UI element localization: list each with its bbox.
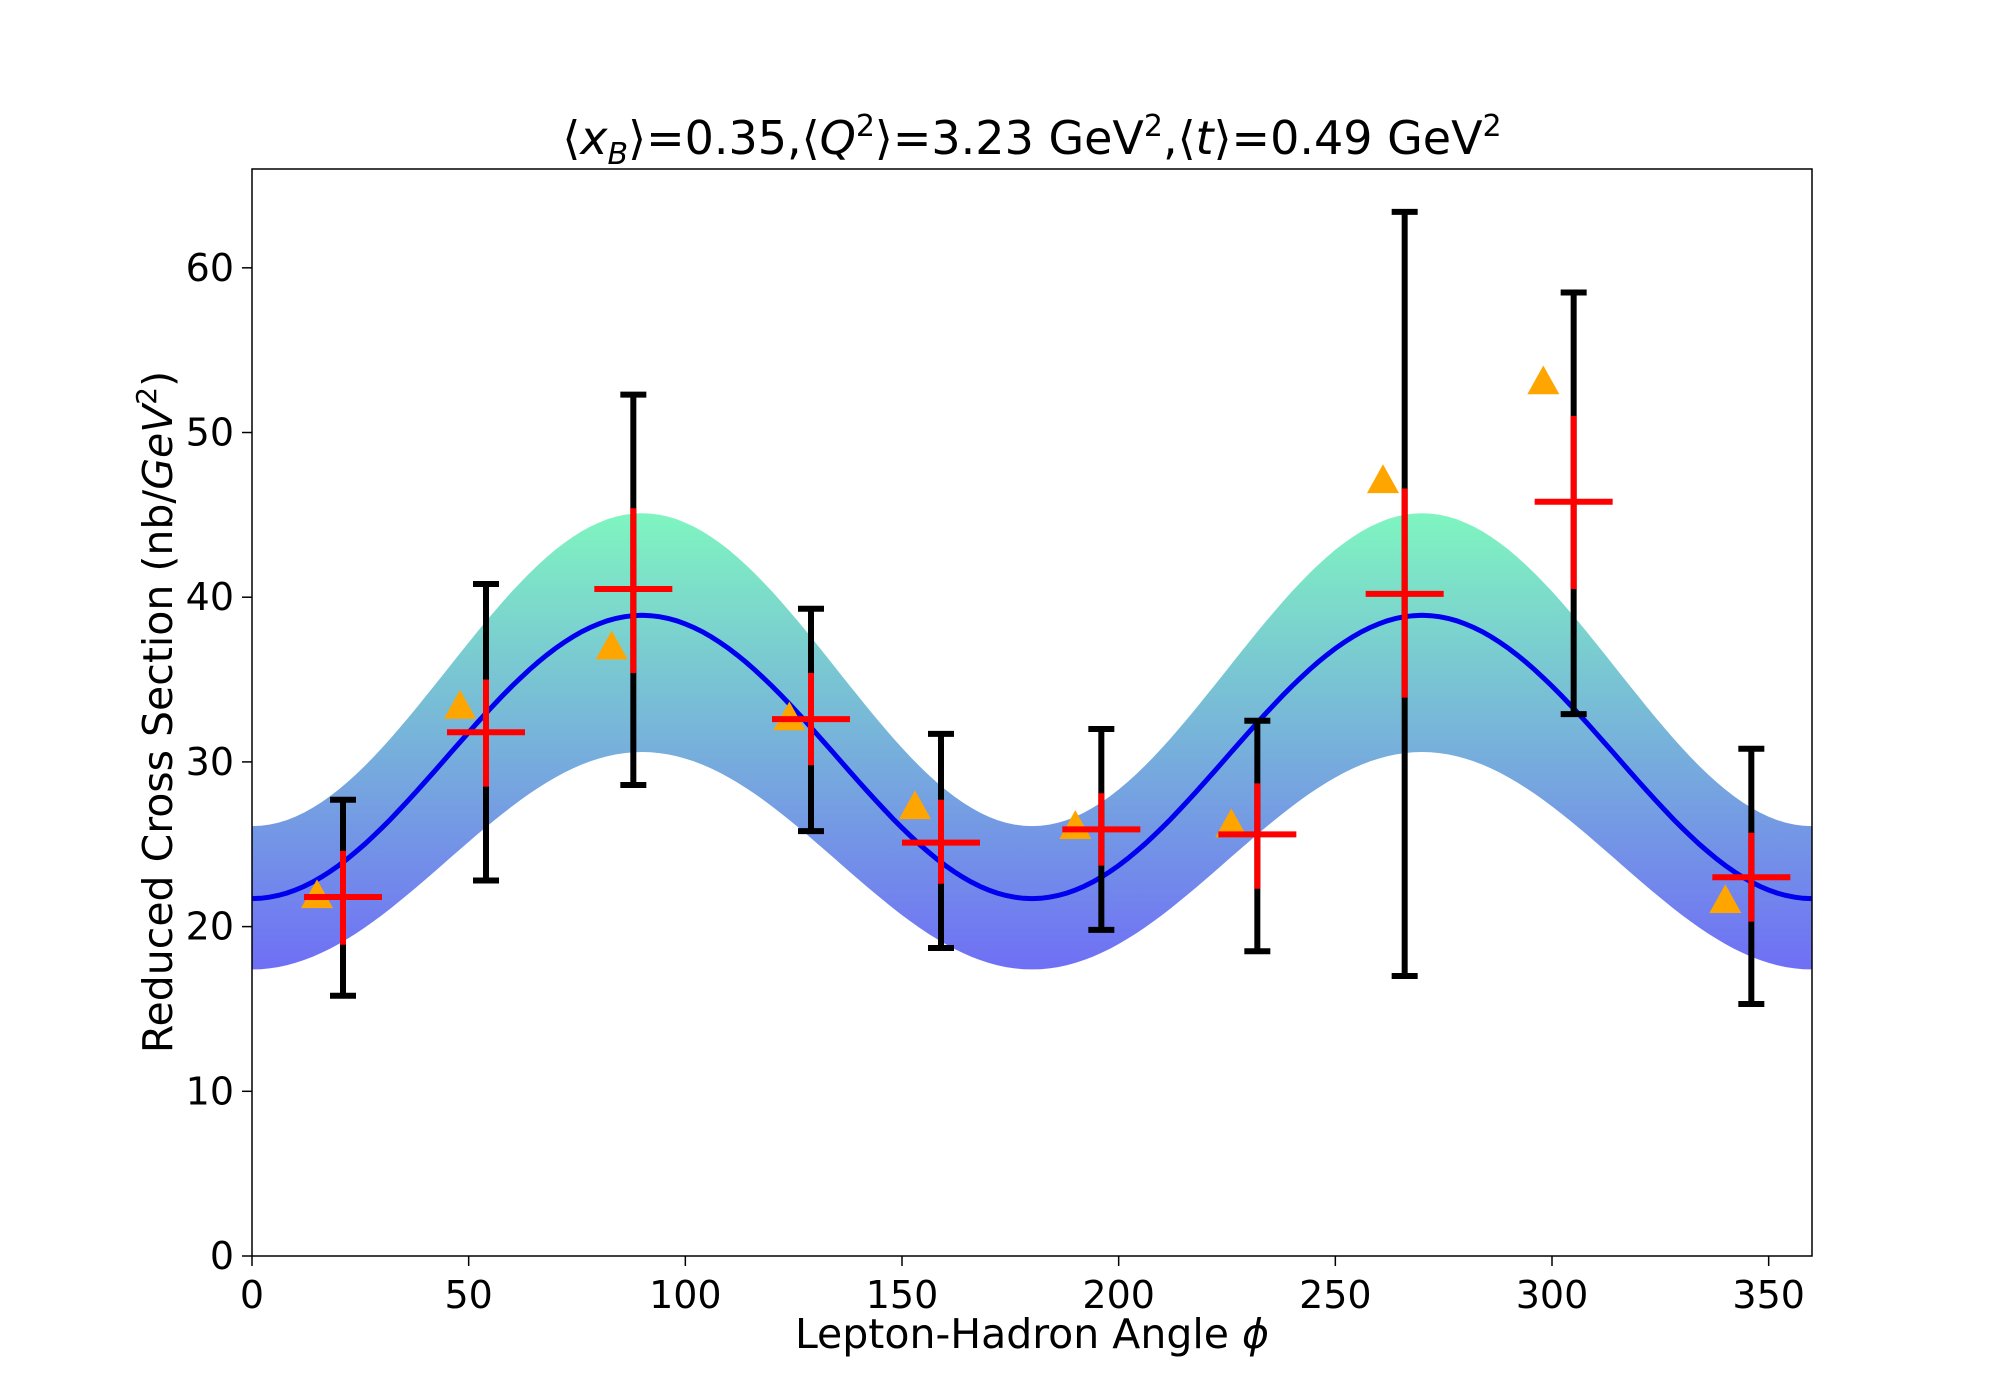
triangle-point [773,701,806,731]
triangle-point [301,879,333,909]
triangle-point [595,630,628,660]
x-tick-label: 150 [866,1273,939,1317]
y-tick-label: 40 [186,575,234,619]
y-axis: 0 10 20 30 40 50 60 [186,246,252,1278]
triangle-point [1215,808,1248,838]
y-tick-label: 20 [186,905,234,949]
model-uncertainty-band [252,513,1812,970]
triangle-point [1367,464,1399,494]
chart-title: ⟨xB⟩=0.35,⟨Q2⟩=3.23 GeV2,⟨t⟩=0.49 GeV2 [562,109,1501,172]
model-curve [252,612,1812,902]
y-tick-label: 30 [186,740,234,784]
y-tick-label: 50 [186,411,234,455]
x-tick-label: 250 [1299,1273,1372,1317]
triangle-point [444,689,476,719]
triangle-point [1709,884,1742,914]
x-tick-label: 50 [444,1273,492,1317]
triangle-point [899,790,931,820]
x-tick-label: 200 [1082,1273,1155,1317]
x-tick-label: 350 [1732,1273,1805,1317]
x-axis: 0 50 100 150 200 250 300 350 [240,1256,1805,1317]
measurement-markers [304,498,1791,900]
x-tick-label: 0 [240,1273,264,1317]
plot-frame [251,168,1813,1257]
triangle-point [1527,365,1560,395]
x-axis-label: Lepton-Hadron Angle ϕ [795,1310,1269,1358]
x-tick-label: 100 [649,1273,722,1317]
y-tick-label: 60 [186,246,234,290]
y-axis-label: Reduced Cross Section (nb/GeV2) [130,371,182,1053]
y-tick-label: 0 [210,1234,234,1278]
y-tick-label: 10 [186,1069,234,1113]
plot-area [252,208,1812,1008]
x-tick-label: 300 [1516,1273,1589,1317]
